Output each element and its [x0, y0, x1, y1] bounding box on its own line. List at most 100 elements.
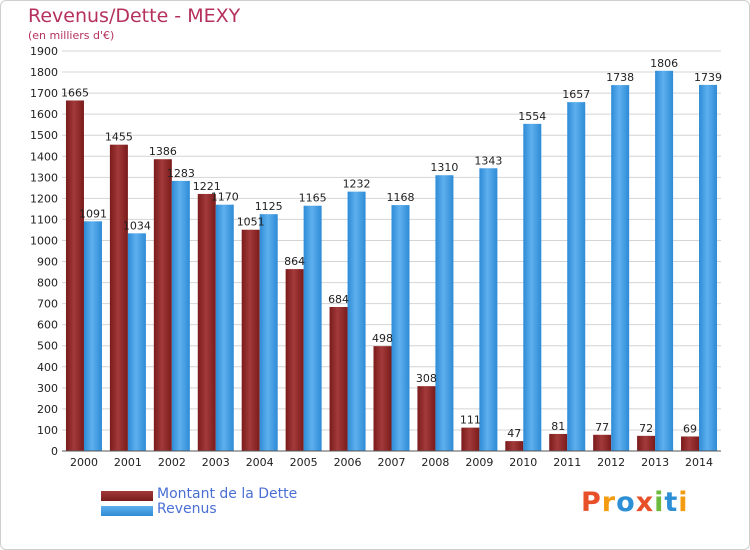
data-label: 684 [328, 293, 349, 306]
y-tick-label: 1400 [30, 150, 58, 163]
bar-dette [461, 427, 480, 451]
bar-revenus [83, 221, 102, 451]
y-tick-label: 500 [37, 340, 58, 353]
x-tick-label: 2001 [114, 456, 142, 469]
bar-dette [505, 441, 524, 451]
bar-dette [549, 433, 568, 451]
data-label: 1232 [343, 178, 371, 191]
data-label: 1168 [387, 191, 415, 204]
bars [65, 70, 718, 452]
bar-revenus [391, 205, 410, 451]
bar-revenus [523, 123, 542, 451]
bar-revenus [127, 233, 146, 451]
bar-revenus [347, 191, 366, 451]
data-label: 1310 [430, 161, 458, 174]
x-tick-label: 2005 [290, 456, 318, 469]
y-tick-label: 1300 [30, 171, 58, 184]
x-tick-label: 2014 [685, 456, 713, 469]
y-tick-label: 900 [37, 256, 58, 269]
y-tick-label: 1700 [30, 87, 58, 100]
data-label: 1283 [167, 167, 195, 180]
data-label: 1034 [123, 219, 151, 232]
x-tick-label: 2007 [378, 456, 406, 469]
data-label: 77 [595, 421, 609, 434]
x-tick-label: 2006 [334, 456, 362, 469]
bar-dette [417, 386, 436, 451]
logo-letter: P [581, 487, 602, 518]
x-tick-label: 2004 [246, 456, 274, 469]
y-axis-ticks: 0 100 200 300 400 500 600 700 800 900 1000 1100 1200… [30, 45, 58, 458]
data-label: 1125 [255, 200, 283, 213]
x-tick-label: 2008 [421, 456, 449, 469]
bar-revenus [611, 85, 630, 452]
data-label: 498 [372, 332, 393, 345]
bar-dette [681, 436, 700, 451]
bar-revenus [259, 214, 278, 451]
y-tick-label: 0 [51, 445, 58, 458]
bar-dette [329, 307, 348, 451]
data-label: 1343 [474, 154, 502, 167]
data-label: 1657 [562, 88, 590, 101]
logo-letter: i [678, 487, 689, 518]
data-label: 111 [460, 414, 481, 427]
x-tick-label: 2013 [641, 456, 669, 469]
logo-letter: t [664, 487, 679, 518]
y-tick-label: 600 [37, 319, 58, 332]
y-tick-label: 800 [37, 277, 58, 290]
y-tick-label: 1600 [30, 108, 58, 121]
data-label: 1051 [237, 216, 265, 229]
data-label: 81 [551, 420, 565, 433]
data-label: 1165 [299, 192, 327, 205]
x-tick-label: 2003 [202, 456, 230, 469]
bar-dette [153, 159, 172, 452]
x-tick-label: 2009 [465, 456, 493, 469]
bar-dette [285, 269, 304, 451]
y-tick-label: 700 [37, 298, 58, 311]
data-label: 1739 [694, 71, 722, 84]
y-tick-label: 100 [37, 424, 58, 437]
data-label: 1091 [79, 207, 107, 220]
x-tick-label: 2012 [597, 456, 625, 469]
bar-revenus [567, 102, 586, 451]
bar-dette [241, 229, 260, 451]
y-tick-label: 200 [37, 403, 58, 416]
bar-dette [109, 144, 128, 451]
y-tick-label: 300 [37, 382, 58, 395]
data-label: 47 [507, 427, 521, 440]
y-tick-label: 1900 [30, 45, 58, 58]
x-tick-label: 2000 [70, 456, 98, 469]
y-tick-label: 1800 [30, 66, 58, 79]
y-tick-label: 1500 [30, 129, 58, 142]
y-tick-label: 400 [37, 361, 58, 374]
logo-letter: i [654, 487, 665, 518]
data-label: 1170 [211, 191, 239, 204]
data-label: 308 [416, 372, 437, 385]
data-label: 1221 [193, 180, 221, 193]
bar-revenus [171, 180, 190, 452]
logo-letter: r [601, 487, 617, 518]
proxiti-logo[interactable]: Proxiti [581, 487, 689, 518]
bar-revenus [699, 84, 718, 451]
legend-swatch-revenus [101, 506, 153, 516]
data-label: 1738 [606, 71, 634, 84]
x-axis-ticks: 2000 2001 2002 2003 2004 2005 2006 2007 2008 2009… [70, 456, 713, 469]
bar-revenus [215, 204, 234, 451]
x-tick-label: 2011 [553, 456, 581, 469]
bar-dette [593, 434, 612, 451]
bar-dette [373, 346, 392, 451]
legend-label-dette: Montant de la Dette [157, 486, 298, 502]
legend-label-revenus: Revenus [157, 501, 217, 517]
chart-subtitle: (en milliers d'€) [28, 29, 115, 42]
bar-dette [637, 435, 656, 451]
y-tick-label: 1100 [30, 213, 58, 226]
y-tick-label: 1000 [30, 234, 58, 247]
data-label: 1665 [61, 86, 89, 99]
bar-revenus [479, 168, 498, 451]
bar-revenus [435, 175, 454, 452]
data-label: 1455 [105, 131, 133, 144]
x-tick-label: 2002 [158, 456, 186, 469]
bar-revenus [303, 205, 322, 451]
